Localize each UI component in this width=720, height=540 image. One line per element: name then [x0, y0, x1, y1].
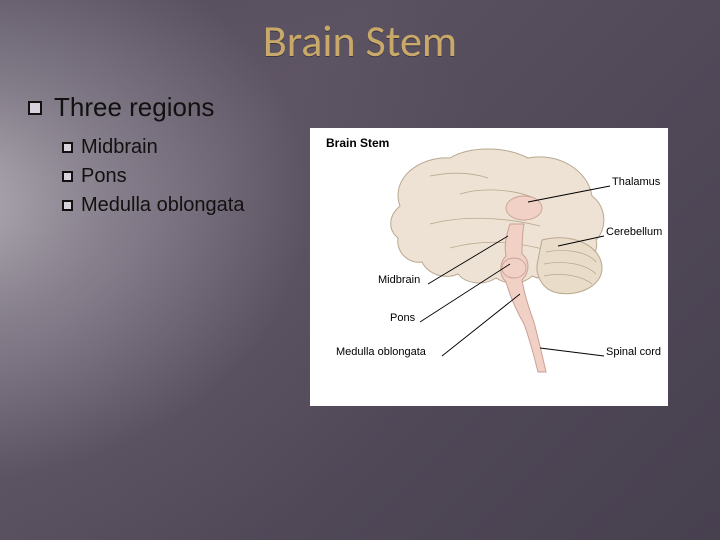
- list-item: Midbrain: [62, 136, 244, 159]
- figure-label: Medulla oblongata: [336, 346, 426, 358]
- slide-title: Brain Stem: [0, 14, 720, 68]
- sub-bullet-list: Midbrain Pons Medulla oblongata: [62, 136, 244, 223]
- bullet-box-icon: [62, 142, 73, 153]
- figure-label: Midbrain: [378, 274, 420, 286]
- sub-bullet-text: Pons: [81, 165, 127, 188]
- figure-label: Spinal cord: [606, 346, 661, 358]
- list-item: Medulla oblongata: [62, 194, 244, 217]
- bullet-main-text: Three regions: [54, 92, 214, 123]
- bullet-box-icon: [62, 200, 73, 211]
- figure-label: Cerebellum: [606, 226, 662, 238]
- list-item: Pons: [62, 165, 244, 188]
- figure-label: Thalamus: [612, 176, 660, 188]
- brain-figure: Brain Stem: [310, 128, 668, 406]
- sub-bullet-text: Midbrain: [81, 136, 158, 159]
- bullet-box-icon: [62, 171, 73, 182]
- leader-lines: [310, 128, 668, 406]
- figure-label: Pons: [390, 312, 415, 324]
- bullet-main: Three regions: [28, 92, 214, 123]
- bullet-box-icon: [28, 101, 42, 115]
- sub-bullet-text: Medulla oblongata: [81, 194, 244, 217]
